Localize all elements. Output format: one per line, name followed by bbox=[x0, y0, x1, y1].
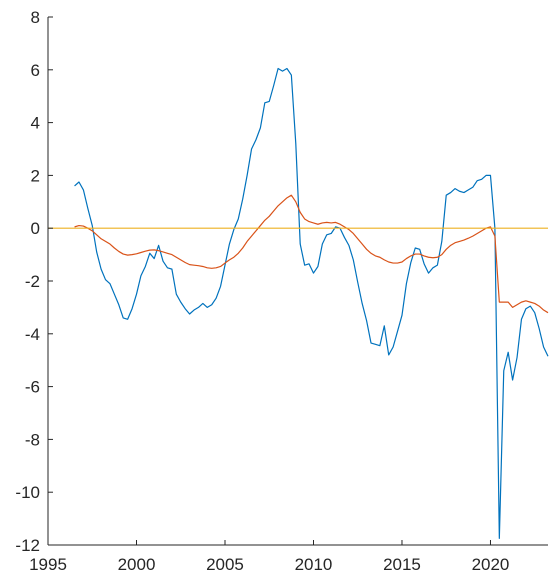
y-tick-label: 0 bbox=[31, 219, 40, 238]
axes bbox=[47, 17, 548, 546]
x-tick-label: 2015 bbox=[383, 555, 421, 574]
x-tick-label: 2005 bbox=[206, 555, 244, 574]
x-tick-label: 1995 bbox=[29, 555, 67, 574]
x-tick-label: 2010 bbox=[295, 555, 333, 574]
series-line-2 bbox=[74, 194, 549, 314]
y-tick-label: -12 bbox=[15, 536, 40, 555]
y-axis: 8 6 4 2 0 -2 -4 -6 -8 -10 -12 bbox=[15, 8, 53, 555]
y-tick-label: -10 bbox=[15, 483, 40, 502]
y-tick-label: -8 bbox=[25, 430, 40, 449]
y-tick-label: -2 bbox=[25, 272, 40, 291]
y-tick-label: 2 bbox=[31, 166, 40, 185]
y-tick-label: 4 bbox=[31, 114, 40, 133]
y-tick-label: 6 bbox=[31, 61, 40, 80]
y-tick-label: 8 bbox=[31, 8, 40, 27]
x-tick-label: 2020 bbox=[472, 555, 510, 574]
plot-area bbox=[48, 67, 549, 539]
series-line-1 bbox=[74, 67, 549, 539]
x-axis: 1995 2000 2005 2010 2015 2020 bbox=[29, 540, 509, 574]
y-tick-label: -4 bbox=[25, 325, 40, 344]
y-tick-label: -6 bbox=[25, 378, 40, 397]
x-tick-label: 2000 bbox=[118, 555, 156, 574]
